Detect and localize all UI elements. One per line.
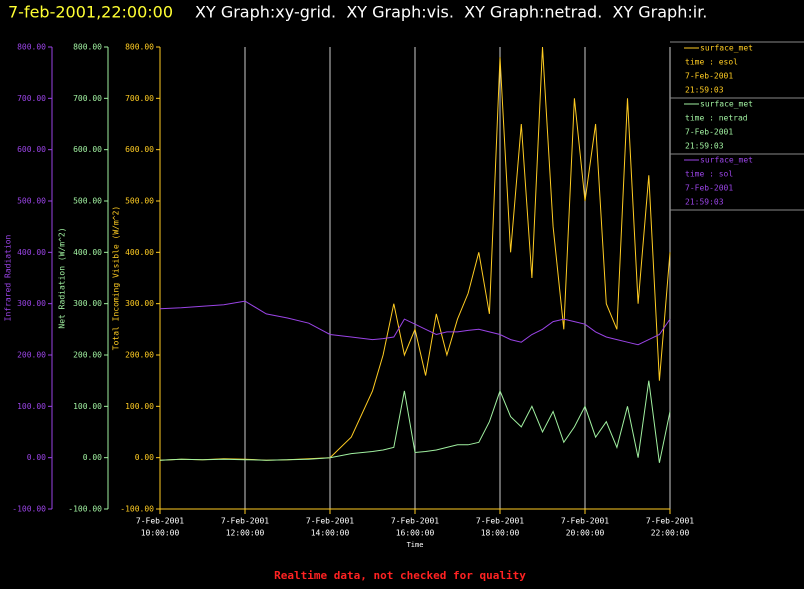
x-axis-label: Time [407, 541, 424, 549]
y-tick-label: 0.00 [27, 453, 46, 462]
legend-detail: 21:59:03 [685, 198, 724, 207]
y-tick-label: -100.00 [12, 505, 46, 514]
x-tick-label: 18:00:00 [481, 529, 520, 538]
legend-detail: time : netrad [685, 114, 748, 123]
y-tick-label: 300.00 [17, 299, 46, 308]
x-tick-label: 22:00:00 [651, 529, 690, 538]
y-axis-label: Total Incoming Visible (W/m^2) [112, 206, 121, 351]
y-tick-label: 700.00 [125, 94, 154, 103]
y-tick-label: 500.00 [73, 197, 102, 206]
y-tick-label: 600.00 [125, 145, 154, 154]
x-tick-label: 12:00:00 [226, 529, 265, 538]
y-tick-label: 100.00 [125, 402, 154, 411]
y-tick-label: 0.00 [135, 453, 154, 462]
chart-subtitle: XY Graph:xy-grid. XY Graph:vis. XY Graph… [195, 3, 707, 22]
y-axis-label: Net Radiation (W/m^2) [58, 227, 67, 328]
x-tick-label: 14:00:00 [311, 529, 350, 538]
data-line [159, 300, 671, 346]
x-tick-label: 20:00:00 [566, 529, 605, 538]
y-tick-label: 100.00 [17, 402, 46, 411]
y-tick-label: 400.00 [17, 248, 46, 257]
chart-title: 7-feb-2001,22:00:00 [8, 3, 173, 22]
y-tick-label: 0.00 [83, 453, 102, 462]
x-tick-label: 16:00:00 [396, 529, 435, 538]
x-tick-label: 7-Feb-2001 [221, 517, 269, 526]
legend-detail: 7-Feb-2001 [685, 128, 733, 137]
y-tick-label: 300.00 [125, 299, 154, 308]
legend-detail: 21:59:03 [685, 86, 724, 95]
y-tick-label: 800.00 [17, 43, 46, 52]
data-line [159, 380, 671, 463]
x-tick-label: 7-Feb-2001 [391, 517, 439, 526]
y-tick-label: 400.00 [73, 248, 102, 257]
x-tick-label: 10:00:00 [141, 529, 180, 538]
y-tick-label: 300.00 [73, 299, 102, 308]
y-tick-label: 200.00 [17, 351, 46, 360]
legend-detail: 7-Feb-2001 [685, 72, 733, 81]
y-tick-label: 100.00 [73, 402, 102, 411]
y-tick-label: 800.00 [125, 43, 154, 52]
y-tick-label: 400.00 [125, 248, 154, 257]
legend-detail: time : sol [685, 170, 733, 179]
x-tick-label: 7-Feb-2001 [561, 517, 609, 526]
y-tick-label: 600.00 [73, 145, 102, 154]
legend-detail: time : esol [685, 58, 738, 67]
x-tick-label: 7-Feb-2001 [306, 517, 354, 526]
y-axis-label: Infrared Radiation [4, 234, 13, 321]
y-tick-label: 500.00 [125, 197, 154, 206]
y-tick-label: -100.00 [120, 505, 154, 514]
x-tick-label: 7-Feb-2001 [476, 517, 524, 526]
y-tick-label: 800.00 [73, 43, 102, 52]
legend-detail: 21:59:03 [685, 142, 724, 151]
y-tick-label: 200.00 [73, 351, 102, 360]
y-tick-label: 700.00 [73, 94, 102, 103]
legend-entry: surface_met [700, 156, 753, 165]
footer-note: Realtime data, not checked for quality [274, 569, 526, 582]
legend-detail: 7-Feb-2001 [685, 184, 733, 193]
y-tick-label: 200.00 [125, 351, 154, 360]
x-tick-label: 7-Feb-2001 [646, 517, 694, 526]
y-tick-label: 700.00 [17, 94, 46, 103]
y-tick-label: 500.00 [17, 197, 46, 206]
legend-entry: surface_met [700, 44, 753, 53]
y-tick-label: -100.00 [68, 505, 102, 514]
y-tick-label: 600.00 [17, 145, 46, 154]
x-tick-label: 7-Feb-2001 [136, 517, 184, 526]
legend-entry: surface_met [700, 100, 753, 109]
